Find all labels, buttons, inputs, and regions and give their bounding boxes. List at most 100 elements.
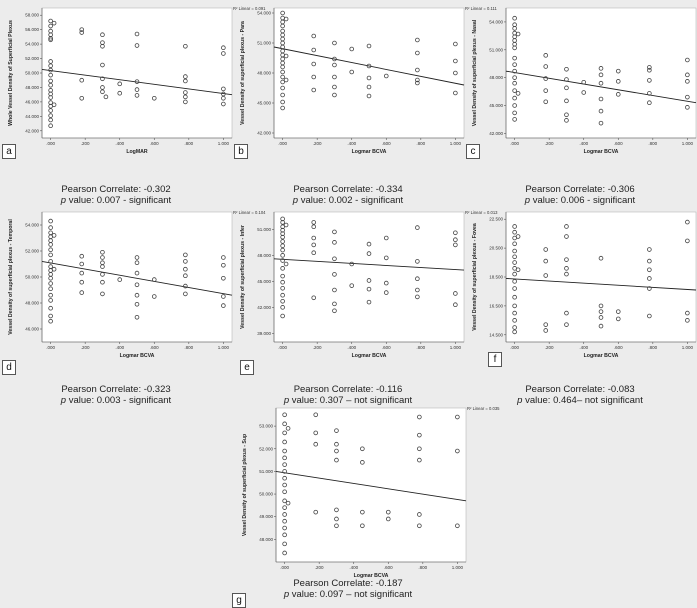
data-point [48, 36, 53, 41]
pvalue-text-g: value: 0.097 – not significant [289, 589, 413, 600]
data-point [512, 103, 517, 108]
data-point [512, 310, 517, 316]
correlate-text-f: Pearson Correlate: -0.083 [525, 384, 635, 395]
data-point [564, 271, 569, 277]
regression-line [275, 470, 467, 502]
data-point [48, 63, 53, 69]
data-point [282, 412, 287, 418]
data-point [48, 59, 53, 64]
data-point [283, 261, 289, 267]
p-label-f: p [517, 395, 523, 406]
data-point [512, 224, 517, 229]
x-axis-label: Logmar BCVA [354, 573, 389, 579]
data-point [512, 45, 517, 51]
data-point [455, 448, 460, 454]
data-point [134, 43, 140, 48]
data-point [48, 313, 53, 319]
data-point [453, 90, 458, 96]
data-point [366, 75, 372, 81]
data-point [512, 241, 517, 247]
p-label-b: p [292, 195, 299, 206]
x-tick-label: 1.000 [218, 345, 230, 350]
data-point [360, 509, 365, 515]
data-point [117, 81, 123, 87]
data-point [134, 270, 140, 276]
x-tick-label: .000 [510, 141, 519, 146]
data-point [417, 523, 422, 529]
data-point [79, 30, 85, 35]
data-point [79, 77, 85, 83]
data-point [282, 482, 287, 488]
pvalue-text-b: value: 0.002 - significant [298, 195, 404, 206]
data-point [283, 222, 289, 228]
y-axis-label: Whole Vessel Density of Superficial Plex… [8, 20, 14, 126]
x-tick-label: .000 [280, 565, 289, 570]
data-point [564, 66, 569, 72]
data-point [383, 290, 389, 295]
x-tick-label: .600 [150, 141, 159, 146]
x-axis-label: Logmar BCVA [352, 353, 387, 359]
y-tick-label: 54.000 [25, 42, 39, 47]
data-point [685, 219, 690, 225]
data-point [285, 500, 291, 506]
data-point [48, 218, 53, 224]
data-point [221, 303, 226, 308]
data-point [183, 291, 188, 297]
data-point [313, 412, 319, 418]
data-point [647, 286, 652, 291]
data-point [598, 96, 604, 102]
scatter-chart-d: 46.000 48.000 50.000 52.000 54.000 .000 .200 .4… [8, 210, 266, 359]
scatter-chart-f: 14.500 16.500 18.500 20.500 22.500 .000 .200 .4… [472, 211, 697, 359]
caption-g: Pearson Correlate: -0.187 p value: 0.097… [232, 578, 464, 600]
scatter-chart-c: 42.000 45.000 48.000 51.000 54.000 .000 .200 .4… [472, 7, 697, 155]
data-point [564, 266, 569, 271]
p-label-a: p [60, 195, 67, 206]
data-point [366, 84, 372, 90]
data-point [598, 120, 604, 126]
data-point [415, 294, 420, 300]
x-axis-label: Logmar BCVA [352, 149, 387, 155]
data-point [512, 75, 517, 80]
data-point [280, 74, 285, 80]
data-point [349, 69, 355, 75]
data-point [134, 31, 140, 37]
data-point [280, 105, 285, 111]
data-point [282, 448, 287, 454]
data-point [280, 92, 285, 98]
data-point [415, 67, 420, 73]
data-point [100, 291, 105, 297]
data-point [48, 225, 53, 230]
data-point [417, 414, 422, 420]
data-point [51, 233, 57, 238]
x-tick-label: .200 [313, 141, 322, 146]
data-point [48, 276, 53, 281]
data-point [282, 430, 287, 436]
y-axis-label: Vessel Density of superficial plexus - T… [8, 219, 14, 335]
data-point [311, 74, 317, 80]
x-tick-label: .400 [349, 565, 358, 570]
panel-letter-g: g [232, 593, 246, 608]
caption-c: Pearson Correlate: -0.306 p value: 0.006… [464, 184, 696, 206]
data-point [598, 80, 604, 86]
data-point [515, 234, 521, 239]
y-axis-label: Vessel Density of superficial plexus - S… [242, 434, 248, 536]
data-point [100, 272, 105, 277]
y-tick-label: 51.000 [489, 47, 503, 52]
x-tick-label: .000 [278, 345, 287, 350]
data-point [134, 315, 140, 320]
data-point [543, 322, 549, 327]
scatter-chart-b: 42.000 45.000 48.000 51.000 54.000 .000 .200 .4… [240, 6, 498, 155]
y-tick-label: 50.000 [25, 71, 39, 76]
pvalue-text-f: value: 0.464– not significant [522, 395, 643, 406]
data-point [453, 58, 458, 64]
p-label-e: p [283, 395, 290, 406]
x-tick-label: 1.000 [682, 345, 694, 350]
regression-line [273, 46, 465, 86]
data-point [360, 523, 365, 529]
data-point [334, 457, 339, 463]
y-tick-label: 49.000 [259, 514, 273, 519]
y-tick-label: 42.000 [25, 128, 39, 133]
data-point [48, 252, 53, 258]
data-point [453, 242, 458, 248]
data-point [280, 279, 285, 285]
